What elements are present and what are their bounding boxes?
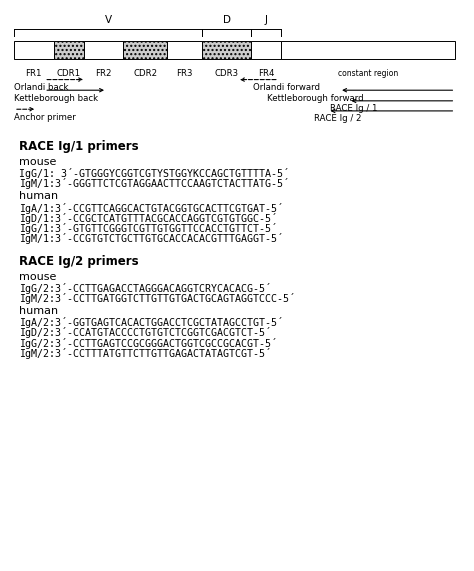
Text: FR1: FR1 bbox=[26, 69, 42, 78]
Text: IgM/2:3´-CCTTGATGGTCTTGTTGTGACTGCAGTAGGTCCC-5´: IgM/2:3´-CCTTGATGGTCTTGTTGTGACTGCAGTAGGT… bbox=[18, 293, 295, 304]
Text: IgM/1:3´-GGGTTCTCGTAGGAACTTCCAAGTCTACTTATG-5´: IgM/1:3´-GGGTTCTCGTAGGAACTTCCAAGTCTACTTA… bbox=[18, 178, 289, 189]
Bar bbox=[281, 41, 456, 59]
Text: human: human bbox=[18, 191, 58, 202]
Bar bbox=[202, 41, 251, 59]
Text: Orlandi back: Orlandi back bbox=[14, 83, 69, 92]
Text: IgM/2:3´-CCTTTATGTTCTTGTTGAGACTATAGTCGT-5´: IgM/2:3´-CCTTTATGTTCTTGTTGAGACTATAGTCGT-… bbox=[18, 348, 271, 359]
Text: IgM/1:3´-CCGTGTCTGCTTGTGCACCACACGTTTGAGGT-5´: IgM/1:3´-CCGTGTCTGCTTGTGCACCACACGTTTGAGG… bbox=[18, 233, 283, 244]
Bar bbox=[251, 41, 281, 59]
Text: IgD/1:3´-CCGCTCATGTTTACGCACCAGGTCGTGTGGC-5´: IgD/1:3´-CCGCTCATGTTTACGCACCAGGTCGTGTGGC… bbox=[18, 213, 277, 224]
Text: Kettleborough back: Kettleborough back bbox=[14, 94, 98, 103]
Text: V: V bbox=[105, 15, 112, 25]
Text: constant region: constant region bbox=[338, 69, 398, 78]
Text: RACE Ig/2 primers: RACE Ig/2 primers bbox=[18, 255, 138, 268]
Text: FR2: FR2 bbox=[95, 69, 112, 78]
Text: IgA/1:3´-CCGTTCAGGCACTGTACGGTGCACTTCGTGAT-5´: IgA/1:3´-CCGTTCAGGCACTGTACGGTGCACTTCGTGA… bbox=[18, 203, 283, 214]
Bar bbox=[14, 41, 54, 59]
Text: IgD/2:3´-CCATGTACCCCTGTGTCTCGGTCGACGTCT-5´: IgD/2:3´-CCATGTACCCCTGTGTCTCGGTCGACGTCT-… bbox=[18, 328, 271, 339]
Text: IgG/2:3´-CCTTGAGACCTAGGGACAGGTCRYCACACG-5´: IgG/2:3´-CCTTGAGACCTAGGGACAGGTCRYCACACG-… bbox=[18, 283, 271, 293]
Bar bbox=[54, 41, 84, 59]
Text: IgG/1: 3´-GTGGGYCGGTCGTYSTGGYKCCAGCTGTTTTA-5´: IgG/1: 3´-GTGGGYCGGTCGTYSTGGYKCCAGCTGTTT… bbox=[18, 168, 289, 179]
Text: CDR3: CDR3 bbox=[215, 69, 238, 78]
Text: IgG/1:3´-GTGTTCGGGTCGTTGTGGTTCCACCTGTTCT-5´: IgG/1:3´-GTGTTCGGGTCGTTGTGGTTCCACCTGTTCT… bbox=[18, 223, 277, 234]
Text: Anchor primer: Anchor primer bbox=[14, 113, 76, 122]
Text: FR3: FR3 bbox=[176, 69, 193, 78]
Text: Orlandi forward: Orlandi forward bbox=[253, 83, 320, 92]
Text: FR4: FR4 bbox=[258, 69, 274, 78]
Text: RACE Ig / 1: RACE Ig / 1 bbox=[330, 104, 377, 112]
Text: D: D bbox=[223, 15, 230, 25]
Text: IgG/2:3´-CCTTGAGTCCGCGGGACTGGTCGCCGCACGT-5´: IgG/2:3´-CCTTGAGTCCGCGGGACTGGTCGCCGCACGT… bbox=[18, 337, 277, 348]
Text: J: J bbox=[264, 15, 267, 25]
Text: RACE Ig / 2: RACE Ig / 2 bbox=[314, 114, 361, 123]
Text: mouse: mouse bbox=[18, 157, 56, 167]
Text: CDR2: CDR2 bbox=[133, 69, 157, 78]
Text: IgA/2:3´-GGTGAGTCACACTGGACCTCGCTATAGCCTGT-5´: IgA/2:3´-GGTGAGTCACACTGGACCTCGCTATAGCCTG… bbox=[18, 317, 283, 328]
Bar bbox=[123, 41, 167, 59]
Bar bbox=[84, 41, 123, 59]
Text: RACE Ig/1 primers: RACE Ig/1 primers bbox=[18, 140, 138, 153]
Bar bbox=[167, 41, 202, 59]
Text: CDR1: CDR1 bbox=[56, 69, 81, 78]
Text: mouse: mouse bbox=[18, 272, 56, 282]
Text: Kettleborough forward: Kettleborough forward bbox=[267, 94, 364, 103]
Text: human: human bbox=[18, 306, 58, 316]
